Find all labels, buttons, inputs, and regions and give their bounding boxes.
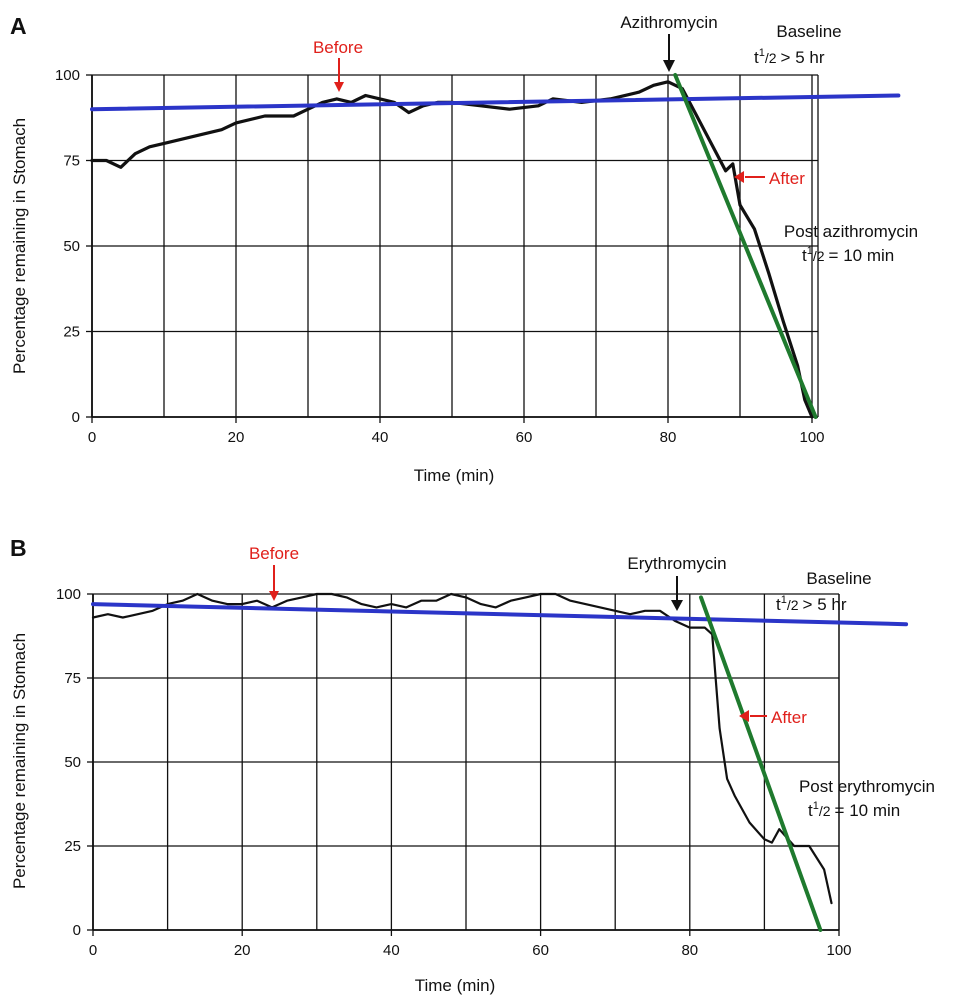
before-arrowhead-b [269, 591, 279, 601]
x-tick-label: 80 [660, 429, 677, 446]
x-tick-label: 20 [228, 429, 245, 446]
y-axis-label-b: Percentage remaining in Stomach [10, 633, 29, 889]
y-tick-label: 75 [64, 670, 81, 687]
y-tick-label: 0 [73, 922, 81, 939]
x-tick-label: 40 [383, 942, 400, 959]
baseline-fit-line [90, 93, 901, 112]
before-arrowhead-a [334, 82, 344, 92]
x-tick-label: 100 [799, 429, 824, 446]
y-tick-label: 100 [55, 67, 80, 84]
y-tick-label: 100 [56, 586, 81, 603]
post-drug-fit-line [699, 595, 823, 932]
drug-label-b: Erythromycin [627, 554, 726, 573]
x-tick-label: 60 [516, 429, 533, 446]
panel-label-b: B [10, 535, 27, 561]
after-label-b: After [771, 708, 807, 727]
tick-labels-b: 0 20 40 60 80 100 0 25 50 75 100 [56, 586, 852, 959]
before-label-a: Before [313, 38, 363, 57]
series-a [90, 73, 901, 419]
after-arrowhead-b [739, 710, 749, 722]
y-tick-label: 50 [64, 754, 81, 771]
post-drug-fit-line [673, 73, 818, 419]
post-label-a: Post azithromycin [784, 222, 918, 241]
grid-a [91, 74, 819, 418]
x-tick-label: 60 [532, 942, 549, 959]
baseline-label-a: Baseline [776, 22, 841, 41]
baseline-halflife-b: t1/2 > 5 hr [776, 594, 847, 614]
grid-b [92, 593, 840, 931]
post-halflife-b: t1/2 = 10 min [808, 800, 900, 820]
drug-arrowhead-b [671, 600, 683, 611]
before-label-b: Before [249, 544, 299, 563]
after-arrowhead-a [734, 171, 744, 183]
gastric-emptying-trace [91, 592, 833, 905]
baseline-label-b: Baseline [806, 569, 871, 588]
panel-label-a: A [10, 13, 27, 39]
x-tick-label: 0 [89, 942, 97, 959]
y-tick-label: 0 [72, 409, 80, 426]
x-axis-label-a: Time (min) [414, 466, 495, 485]
y-tick-label: 25 [63, 324, 80, 341]
baseline-halflife-a: t1/2 > 5 hr [754, 47, 825, 67]
tick-labels-a: 0 20 40 60 80 100 0 25 50 75 100 [55, 67, 825, 446]
y-axis-label-a: Percentage remaining in Stomach [10, 118, 29, 374]
x-tick-label: 20 [234, 942, 251, 959]
y-tick-label: 25 [64, 838, 81, 855]
baseline-fit-line [91, 602, 909, 627]
x-tick-label: 80 [681, 942, 698, 959]
series-b [91, 592, 909, 932]
x-tick-label: 0 [88, 429, 96, 446]
post-halflife-a: t1/2 = 10 min [802, 245, 894, 265]
y-tick-label: 75 [63, 153, 80, 170]
x-tick-label: 40 [372, 429, 389, 446]
chart-panel-b: B 0 20 40 60 80 100 0 25 50 75 100 Time (min) Perc… [10, 535, 935, 995]
y-tick-label: 50 [63, 238, 80, 255]
drug-arrowhead-a [663, 60, 675, 72]
drug-label-a: Azithromycin [620, 13, 717, 32]
chart-panel-a: A 0 20 40 60 80 100 0 25 50 75 100 Time (min) Perc… [10, 13, 918, 485]
x-tick-label: 100 [826, 942, 851, 959]
post-label-b: Post erythromycin [799, 777, 935, 796]
after-label-a: After [769, 169, 805, 188]
x-axis-label-b: Time (min) [415, 976, 496, 995]
